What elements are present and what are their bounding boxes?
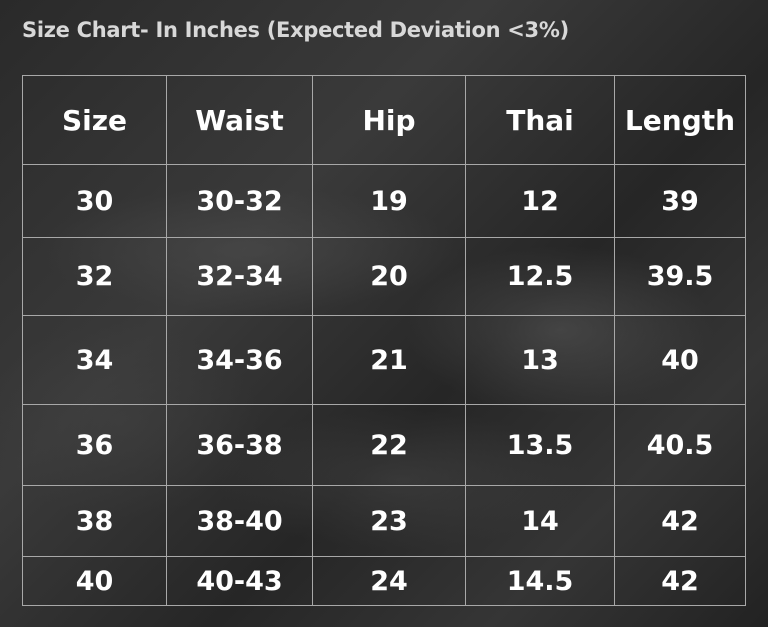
table-cell: 42 [614,556,746,606]
table-cell: 39.5 [614,237,746,316]
table-row: 36 36-38 22 13.5 40.5 [22,404,746,486]
table-cell: 14.5 [465,556,615,606]
table-cell: 22 [312,404,466,486]
header-cell: Thai [465,75,615,165]
table-cell: 13 [465,315,615,405]
table-cell: 12.5 [465,237,615,316]
size-table: Size Waist Hip Thai Length 30 30-32 19 12 39 32 32-… [22,75,746,606]
table-cell: 21 [312,315,466,405]
table-cell: 34 [22,315,167,405]
header-cell: Size [22,75,167,165]
table-cell: 36-38 [166,404,313,486]
table-cell: 13.5 [465,404,615,486]
table-cell: 20 [312,237,466,316]
table-cell: 42 [614,485,746,557]
table-cell: 14 [465,485,615,557]
header-cell: Length [614,75,746,165]
table-row: 30 30-32 19 12 39 [22,164,746,238]
table-cell: 12 [465,164,615,238]
table-cell: 38-40 [166,485,313,557]
header-row: Size Waist Hip Thai Length [22,75,746,165]
table-cell: 36 [22,404,167,486]
table-row: 32 32-34 20 12.5 39.5 [22,237,746,316]
table-row: 34 34-36 21 13 40 [22,315,746,405]
table-cell: 30 [22,164,167,238]
table-cell: 40-43 [166,556,313,606]
table-cell: 40 [22,556,167,606]
header-cell: Hip [312,75,466,165]
table-cell: 32-34 [166,237,313,316]
table-cell: 23 [312,485,466,557]
table-cell: 38 [22,485,167,557]
chart-title: Size Chart- In Inches (Expected Deviatio… [22,18,569,42]
table-cell: 39 [614,164,746,238]
table-cell: 24 [312,556,466,606]
table-cell: 40.5 [614,404,746,486]
table-cell: 30-32 [166,164,313,238]
table-cell: 32 [22,237,167,316]
table-row: 40 40-43 24 14.5 42 [22,556,746,606]
table-row: 38 38-40 23 14 42 [22,485,746,557]
table-cell: 34-36 [166,315,313,405]
table-cell: 40 [614,315,746,405]
table-cell: 19 [312,164,466,238]
header-cell: Waist [166,75,313,165]
